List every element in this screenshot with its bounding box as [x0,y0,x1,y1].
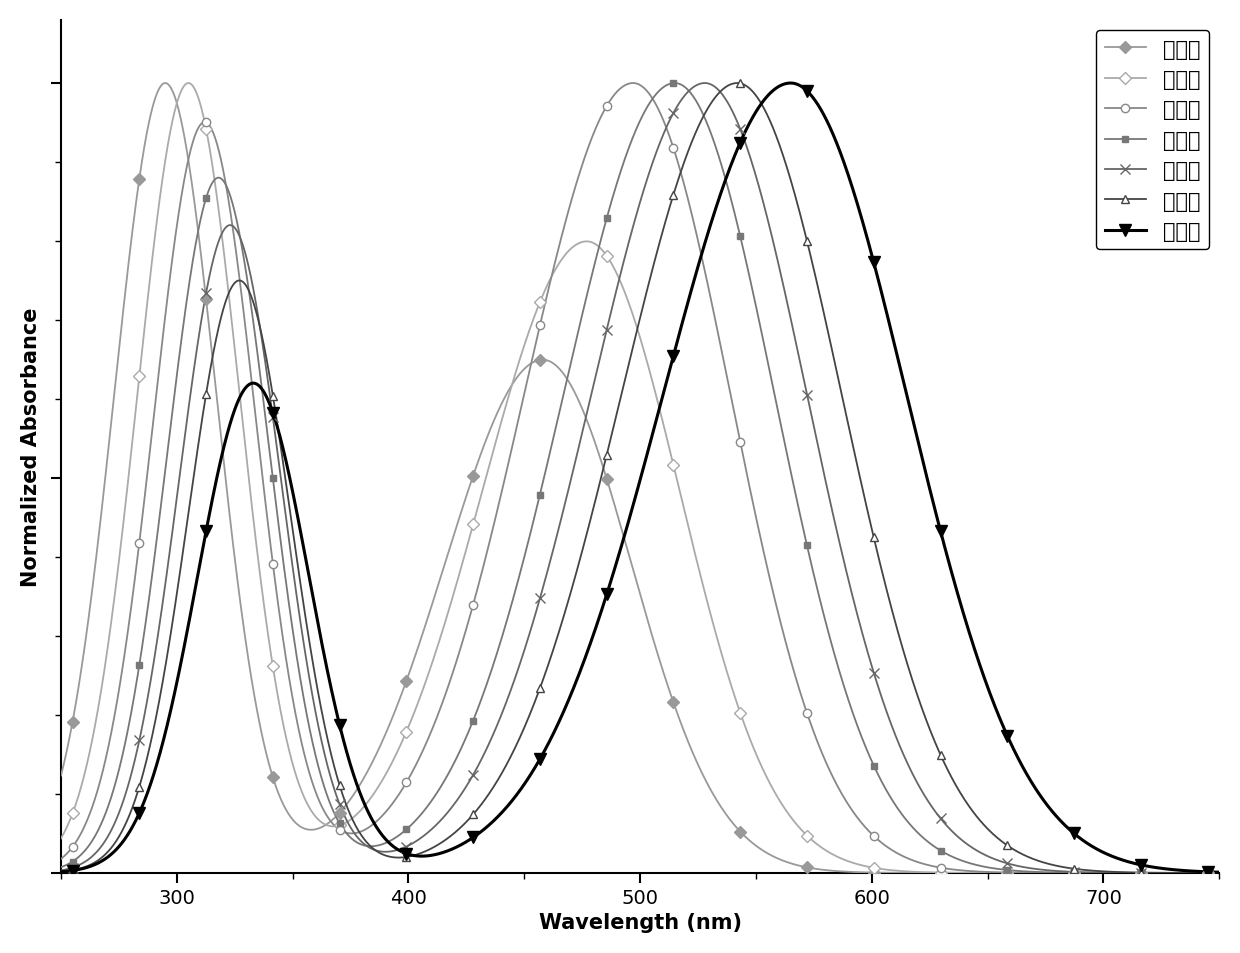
X-axis label: Wavelength (nm): Wavelength (nm) [538,912,742,932]
Y-axis label: Normalized Absorbance: Normalized Absorbance [21,308,41,586]
Legend: 二聚体, 三聚体, 四聚体, 五聚体, 六聚体, 七聚体, 聚合物: 二聚体, 三聚体, 四聚体, 五聚体, 六聚体, 七聚体, 聚合物 [1096,31,1209,250]
